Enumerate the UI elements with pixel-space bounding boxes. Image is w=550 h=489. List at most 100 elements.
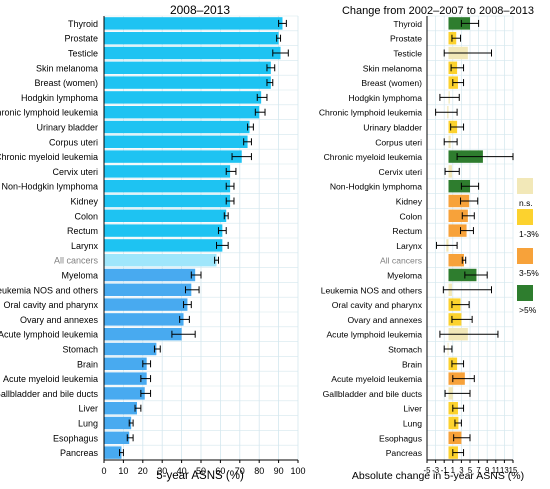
- category-label-all-cancers: All cancers: [54, 256, 99, 266]
- right-category-label-chronic-myeloid-leukemia: Chronic myeloid leukemia: [324, 152, 423, 162]
- category-label-thyroid: Thyroid: [68, 19, 98, 29]
- legend-swatch-gt5: [517, 285, 533, 301]
- legend-label-gt5: >5%: [519, 305, 537, 315]
- category-label-rectum: Rectum: [67, 226, 98, 236]
- left-x-tick-label: 10: [118, 466, 128, 476]
- category-label-testicle: Testicle: [68, 49, 98, 59]
- bar-lung: [104, 416, 132, 430]
- right-category-label-skin-melanoma: Skin melanoma: [363, 63, 422, 73]
- right-x-axis-label: Absolute change in 5-year ASNS (%): [352, 470, 524, 482]
- left-x-tick-label: 30: [157, 466, 167, 476]
- bar-skin-melanoma: [104, 61, 271, 75]
- category-label-urinary-bladder: Urinary bladder: [36, 123, 98, 133]
- right-x-tick-label: 3: [459, 466, 463, 475]
- category-label-esophagus: Esophagus: [53, 433, 99, 443]
- bar-chronic-myeloid-leukemia: [104, 150, 242, 163]
- left-x-tick-label: 0: [101, 466, 106, 476]
- right-category-label-larynx: Larynx: [396, 241, 422, 251]
- category-label-skin-melanoma: Skin melanoma: [36, 63, 98, 73]
- change-bar-non-hodgkin-lymphoma: [448, 179, 470, 193]
- category-label-lung: Lung: [78, 419, 98, 429]
- right-category-label-esophagus: Esophagus: [379, 433, 422, 443]
- right-category-label-colon: Colon: [400, 211, 423, 221]
- category-label-chronic-myeloid-leukemia: Chronic myeloid leukemia: [0, 152, 98, 162]
- left-x-tick-label: 100: [290, 466, 305, 476]
- bar-kidney: [104, 194, 231, 208]
- right-category-label-prostate: Prostate: [390, 34, 422, 44]
- category-label-kidney: Kidney: [70, 197, 98, 207]
- change-bar-colon: [448, 209, 468, 223]
- left-x-tick-label: 80: [254, 466, 264, 476]
- left-x-tick-label: 90: [274, 466, 284, 476]
- right-category-label-hodgkin-lymphoma: Hodgkin lymphoma: [348, 93, 422, 103]
- bar-pancreas: [104, 446, 122, 459]
- category-label-ovary-and-annexes: Ovary and annexes: [20, 315, 99, 325]
- right-x-tick-label: -1: [441, 466, 448, 475]
- change-bar-kidney: [448, 194, 470, 208]
- category-label-breast-women: Breast (women): [34, 78, 98, 88]
- category-label-acute-myeloid-leukemia: Acute myeloid leukemia: [3, 374, 98, 384]
- category-label-pancreas: Pancreas: [60, 448, 99, 458]
- right-category-label-thyroid: Thyroid: [393, 19, 422, 29]
- bar-gallbladder-and-bile-ducts: [104, 387, 145, 400]
- right-x-tick-label: 13: [500, 466, 509, 475]
- right-category-label-oral-cavity-and-pharynx: Oral cavity and pharynx: [332, 300, 423, 310]
- left-x-axis-label: 5-year ASNS (%): [156, 470, 244, 482]
- category-label-liver: Liver: [78, 404, 98, 414]
- right-category-label-chronic-lymphoid-leukemia: Chronic lymphoid leukemia: [319, 108, 422, 118]
- right-category-label-liver: Liver: [403, 404, 422, 414]
- right-category-label-leukemia-nos-and-others: Leukemia NOS and others: [321, 285, 422, 295]
- bar-hodgkin-lymphoma: [104, 91, 262, 104]
- right-category-label-kidney: Kidney: [396, 197, 423, 207]
- bar-urinary-bladder: [104, 120, 250, 134]
- category-label-acute-lymphoid-leukemia: Acute lymphoid leukemia: [0, 330, 98, 340]
- bar-liver: [104, 401, 137, 415]
- category-label-leukemia-nos-and-others: Leukemia NOS and others: [0, 285, 98, 295]
- right-category-label-all-cancers: All cancers: [380, 256, 422, 266]
- category-label-gallbladder-and-bile-ducts: Gallbladder and bile ducts: [0, 389, 98, 399]
- legend-label-1-3: 1-3%: [519, 229, 539, 239]
- right-x-tick-label: 11: [492, 466, 500, 475]
- right-category-label-cervix-uteri: Cervix uteri: [379, 167, 423, 177]
- right-x-tick-label: 5: [468, 466, 473, 475]
- category-label-colon: Colon: [74, 211, 98, 221]
- change-bar-thyroid: [448, 17, 470, 30]
- legend-label-3-5: 3-5%: [519, 268, 539, 278]
- category-label-hodgkin-lymphoma: Hodgkin lymphoma: [21, 93, 98, 103]
- right-category-label-testicle: Testicle: [393, 49, 422, 59]
- category-label-cervix-uteri: Cervix uteri: [52, 167, 98, 177]
- bar-stomach: [104, 342, 157, 356]
- category-label-brain: Brain: [77, 359, 98, 369]
- category-label-corpus-uteri: Corpus uteri: [49, 137, 98, 147]
- bar-oral-cavity-and-pharynx: [104, 298, 188, 311]
- left-x-tick-label: 60: [215, 466, 225, 476]
- right-category-label-ovary-and-annexes: Ovary and annexes: [347, 315, 422, 325]
- right-category-label-stomach: Stomach: [388, 345, 422, 355]
- bar-prostate: [104, 31, 279, 45]
- right-x-tick-label: -5: [424, 466, 432, 475]
- bar-colon: [104, 209, 227, 223]
- bar-esophagus: [104, 431, 130, 445]
- bar-myeloma: [104, 268, 196, 282]
- bar-non-hodgkin-lymphoma: [104, 179, 231, 193]
- right-category-label-brain: Brain: [402, 359, 422, 369]
- left-x-tick-label: 70: [235, 466, 245, 476]
- bar-brain: [104, 357, 147, 371]
- legend-swatch-ns: [517, 178, 533, 194]
- left-x-tick-label: 50: [196, 466, 206, 476]
- right-chart-title: Change from 2002–2007 to 2008–2013: [342, 5, 534, 17]
- category-label-oral-cavity-and-pharynx: Oral cavity and pharynx: [3, 300, 98, 310]
- change-bar-rectum: [448, 224, 467, 237]
- category-label-myeloma: Myeloma: [61, 271, 98, 281]
- right-category-label-breast-women: Breast (women): [361, 78, 422, 88]
- right-category-label-myeloma: Myeloma: [387, 271, 422, 281]
- right-x-tick-label: 9: [485, 466, 489, 475]
- right-category-label-acute-lymphoid-leukemia: Acute lymphoid leukemia: [326, 330, 422, 340]
- bar-all-cancers: [104, 253, 217, 267]
- category-label-larynx: Larynx: [71, 241, 99, 251]
- right-x-tick-label: -3: [432, 466, 439, 475]
- change-bar-lung: [448, 416, 459, 430]
- legend-swatch-1-3: [517, 209, 533, 225]
- bar-acute-myeloid-leukemia: [104, 372, 147, 385]
